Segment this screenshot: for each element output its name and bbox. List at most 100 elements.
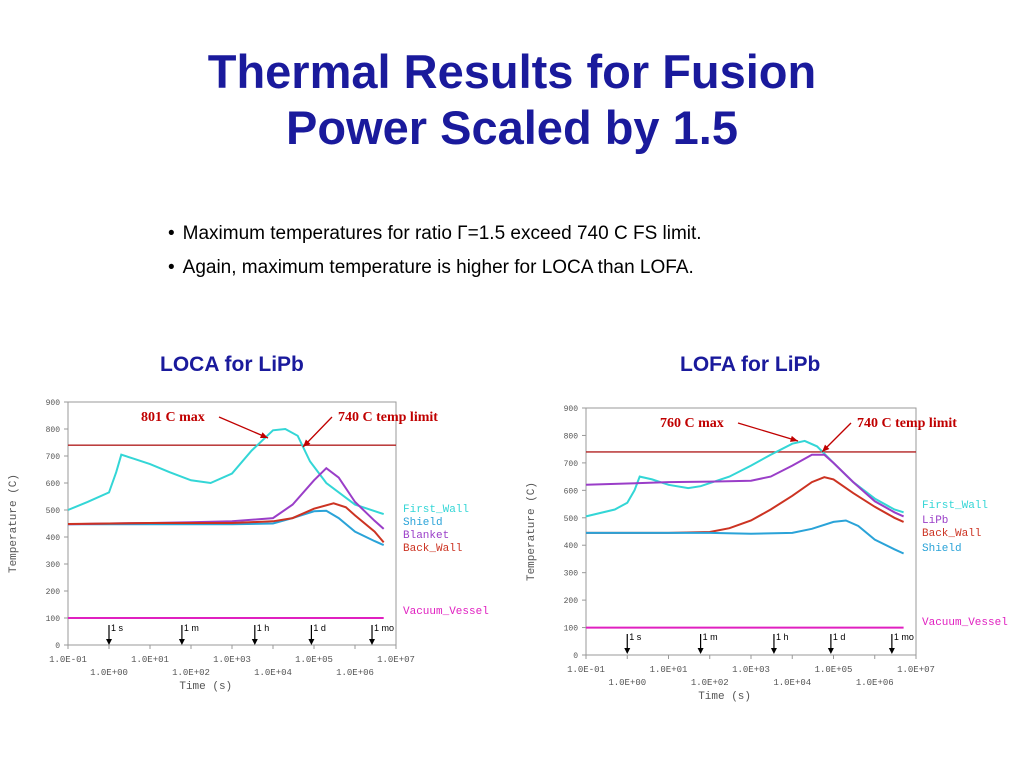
y-tick-label: 300 — [46, 561, 61, 570]
time-marker-arrow — [369, 639, 376, 645]
annotation-label: 740 C temp limit — [338, 410, 438, 425]
y-tick-label: 600 — [564, 487, 579, 496]
time-marker-label: 1 s — [111, 623, 124, 633]
time-marker-label: 1 mo — [374, 623, 394, 633]
x-tick-label: 1.0E+00 — [90, 668, 128, 678]
y-tick-label: 400 — [46, 534, 61, 543]
y-tick-label: 400 — [564, 542, 579, 551]
y-tick-label: 300 — [564, 570, 579, 579]
x-tick-label: 1.0E+05 — [295, 655, 333, 665]
x-tick-label: 1.0E+04 — [773, 678, 811, 688]
y-tick-label: 700 — [564, 460, 579, 469]
y-tick-label: 100 — [564, 625, 579, 634]
time-marker-label: 1 m — [703, 632, 718, 642]
annotation-label: 760 C max — [660, 416, 724, 431]
y-tick-label: 0 — [55, 642, 60, 651]
chart-title-loca: LOCA for LiPb — [160, 353, 304, 376]
y-tick-label: 100 — [46, 615, 61, 624]
x-axis-label: Time (s) — [698, 691, 751, 703]
series-line-back-wall — [586, 476, 905, 534]
series-line-first-wall — [67, 427, 385, 516]
x-tick-label: 1.0E-01 — [49, 655, 87, 665]
annotation-arrow — [218, 416, 269, 439]
time-marker-label: 1 h — [776, 632, 789, 642]
x-tick-label: 1.0E+05 — [815, 665, 853, 675]
x-tick-label: 1.0E+06 — [336, 668, 374, 678]
slide-title: Thermal Results for Fusion Power Scaled … — [0, 44, 1024, 156]
legend-entry: Back_Wall — [403, 543, 462, 555]
bullet-list: Maximum temperatures for ratio Γ=1.5 exc… — [168, 220, 702, 288]
x-tick-label: 1.0E+02 — [691, 678, 729, 688]
time-marker-arrow — [308, 639, 315, 645]
y-tick-label: 600 — [46, 480, 61, 489]
series-line-lipb — [585, 453, 905, 518]
time-marker-arrow — [770, 648, 777, 654]
legend-entry: Vacuum_Vessel — [922, 617, 1008, 629]
y-tick-label: 800 — [564, 432, 579, 441]
series-line-back-wall — [67, 502, 385, 544]
y-tick-label: 500 — [46, 507, 61, 516]
x-tick-label: 1.0E+07 — [377, 655, 415, 665]
time-marker-label: 1 mo — [894, 632, 914, 642]
time-marker-arrow — [251, 639, 258, 645]
x-axis-label: Time (s) — [179, 681, 232, 693]
legend-entry: Shield — [403, 517, 443, 529]
series-line-shield — [586, 519, 905, 555]
x-tick-label: 1.0E-01 — [567, 665, 605, 675]
y-axis-label: Temperature (C) — [526, 482, 538, 581]
time-marker-arrow — [106, 639, 112, 645]
time-marker-arrow — [624, 648, 631, 654]
x-tick-label: 1.0E+01 — [650, 665, 688, 675]
y-tick-label: 800 — [46, 426, 61, 435]
annotation-arrowhead — [303, 439, 311, 447]
x-tick-label: 1.0E+01 — [131, 655, 169, 665]
plot-frame — [585, 407, 917, 656]
slide-title-line-1: Thermal Results for Fusion — [207, 45, 817, 98]
x-tick-label: 1.0E+04 — [254, 668, 292, 678]
time-marker-arrow — [697, 648, 704, 654]
bullet-item: Maximum temperatures for ratio Γ=1.5 exc… — [168, 220, 702, 254]
annotation-arrowhead — [260, 432, 268, 438]
annotation-arrowhead — [822, 444, 830, 452]
time-marker-arrow — [827, 648, 834, 654]
bullet-item: Again, maximum temperature is higher for… — [168, 254, 702, 288]
slide-title-line-2: Power Scaled by 1.5 — [286, 101, 738, 154]
chart-title-lofa: LOFA for LiPb — [680, 353, 821, 376]
time-marker-label: 1 d — [313, 623, 326, 633]
x-tick-label: 1.0E+00 — [608, 678, 646, 688]
time-marker-arrow — [178, 639, 185, 645]
y-tick-label: 200 — [564, 597, 579, 606]
annotation-label: 740 C temp limit — [857, 416, 957, 431]
y-tick-label: 700 — [46, 453, 61, 462]
annotation-label: 801 C max — [141, 410, 205, 425]
legend-entry: First_Wall — [403, 504, 469, 516]
time-marker-label: 1 d — [833, 632, 846, 642]
time-marker-label: 1 m — [184, 623, 199, 633]
x-tick-label: 1.0E+07 — [897, 665, 935, 675]
y-tick-label: 200 — [46, 588, 61, 597]
legend-entry: Shield — [922, 543, 962, 555]
legend-entry: LiPb — [922, 515, 948, 527]
y-tick-label: 500 — [564, 515, 579, 524]
y-tick-label: 900 — [46, 399, 61, 408]
legend-entry: Blanket — [403, 530, 449, 542]
x-tick-label: 1.0E+06 — [856, 678, 894, 688]
legend-entry: Back_Wall — [922, 528, 981, 540]
legend-entry: Vacuum_Vessel — [403, 606, 489, 618]
y-tick-label: 900 — [564, 405, 579, 414]
x-tick-label: 1.0E+03 — [213, 655, 251, 665]
y-tick-label: 0 — [573, 652, 578, 661]
x-tick-label: 1.0E+03 — [732, 665, 770, 675]
time-marker-label: 1 h — [257, 623, 270, 633]
time-marker-arrow — [888, 648, 895, 654]
annotation-arrow — [737, 422, 799, 442]
annotation-arrowhead — [790, 435, 798, 442]
time-marker-label: 1 s — [629, 632, 642, 642]
x-tick-label: 1.0E+02 — [172, 668, 210, 678]
y-axis-label: Temperature (C) — [8, 474, 20, 573]
legend-entry: First_Wall — [922, 500, 988, 512]
